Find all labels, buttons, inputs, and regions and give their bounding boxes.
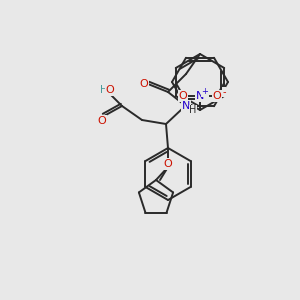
Text: O: O [98,116,106,126]
Text: O: O [106,85,114,95]
Text: O: O [178,91,188,101]
Text: O: O [213,91,221,101]
Text: N: N [196,91,204,101]
Text: O: O [140,79,148,89]
Text: O: O [164,159,172,169]
Text: N: N [182,101,190,111]
Text: H: H [189,105,197,115]
Text: H: H [100,85,108,95]
Text: -: - [222,87,226,97]
Text: +: + [202,88,208,97]
